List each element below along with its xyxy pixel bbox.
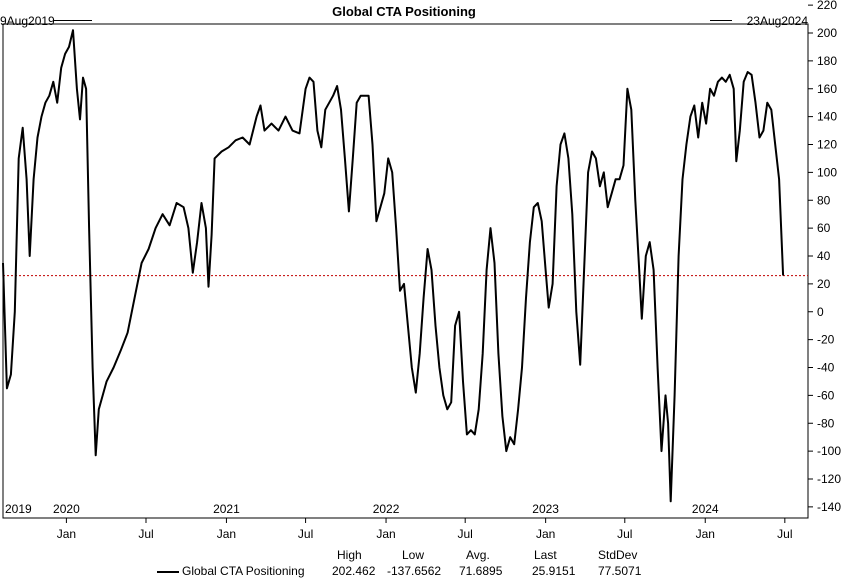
x-tick-label: Jul [138,527,153,541]
year-label: 2021 [213,502,240,516]
series-line [2,29,785,503]
year-label: 2024 [692,502,719,516]
x-tick-label: Jan [217,527,236,541]
y-tick-label: 100 [817,165,837,179]
stat-value-stddev: 77.5071 [598,564,642,578]
y-tick-label: 60 [817,221,831,235]
plot-frame [2,23,809,519]
x-tick-label: Jul [777,527,792,541]
year-label: 2020 [53,502,80,516]
y-tick-label: 120 [817,138,837,152]
y-tick-label: 20 [817,277,831,291]
stat-header-last: Last [534,548,557,562]
y-tick-label: -20 [817,333,835,347]
x-tick-label: Jul [298,527,313,541]
stat-header-low: Low [402,548,425,562]
legend: Global CTA Positioning High Low Avg. Las… [0,546,848,580]
y-tick-label: 200 [817,26,837,40]
chart-title: Global CTA Positioning [332,4,476,19]
stat-header-high: High [337,548,362,562]
y-tick-label: 0 [817,305,824,319]
y-tick-label: -60 [817,388,835,402]
stat-value-last: 25.9151 [532,564,576,578]
year-label: 2019 [5,502,32,516]
y-tick-label: -40 [817,361,835,375]
stat-value-avg: 71.6895 [459,564,503,578]
line-chart: 220200180160140120100806040200-20-40-60-… [2,0,841,541]
year-label: 2022 [373,502,400,516]
stat-header-avg: Avg. [466,548,490,562]
legend-series-name: Global CTA Positioning [182,564,305,578]
x-tick-label: Jan [536,527,555,541]
stat-value-low: -137.6562 [387,564,442,578]
y-tick-label: -120 [817,472,841,486]
y-tick-label: -140 [817,500,841,514]
x-tick-label: Jul [617,527,632,541]
legend-line-swatch [157,571,179,573]
year-label: 2023 [532,502,559,516]
y-tick-label: 180 [817,54,837,68]
y-tick-label: 140 [817,110,837,124]
x-tick-label: Jan [696,527,715,541]
x-tick-label: Jan [57,527,76,541]
x-tick-label: Jul [458,527,473,541]
range-start-rule [54,20,92,21]
y-tick-label: 220 [817,0,837,12]
y-tick-label: 40 [817,249,831,263]
y-tick-label: -80 [817,416,835,430]
y-tick-label: -100 [817,444,841,458]
x-tick-label: Jan [376,527,395,541]
y-tick-label: 160 [817,82,837,96]
stat-value-high: 202.462 [332,564,376,578]
range-end-rule [710,20,732,21]
y-tick-label: 80 [817,193,831,207]
stat-header-stddev: StdDev [598,548,638,562]
